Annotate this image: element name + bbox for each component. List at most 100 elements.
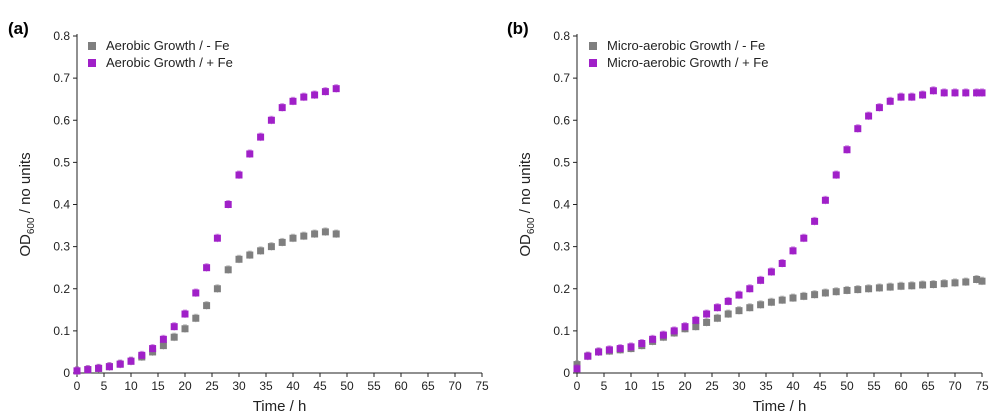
y-tick-label: 0.8 xyxy=(553,29,570,43)
x-tick-label: 70 xyxy=(448,379,462,393)
data-point xyxy=(832,171,840,179)
data-point xyxy=(181,325,189,333)
y-tick-label: 0.7 xyxy=(553,71,570,85)
data-point xyxy=(595,348,603,356)
data-point xyxy=(978,277,986,285)
y-tick-label: 0.1 xyxy=(53,324,70,338)
y-tick-label: 0.5 xyxy=(53,155,70,169)
data-point xyxy=(192,289,200,297)
data-point xyxy=(213,234,221,242)
data-point xyxy=(116,360,124,368)
legend-marker xyxy=(589,59,597,67)
data-point xyxy=(321,228,329,236)
data-point xyxy=(875,104,883,112)
y-axis-title-main: OD xyxy=(17,234,34,257)
y-tick-label: 0.2 xyxy=(53,282,70,296)
data-point xyxy=(951,89,959,97)
data-point xyxy=(573,361,581,369)
y-tick-label: 0.6 xyxy=(553,113,570,127)
data-point xyxy=(897,93,905,101)
data-point xyxy=(267,243,275,251)
data-point xyxy=(627,343,635,351)
y-axis-title: OD600 / no units xyxy=(17,152,37,256)
y-tick-label: 0.1 xyxy=(553,324,570,338)
x-tick-label: 75 xyxy=(975,379,989,393)
x-tick-label: 0 xyxy=(574,379,581,393)
data-point xyxy=(713,304,721,312)
data-point xyxy=(757,276,765,284)
legend-marker xyxy=(589,42,597,50)
data-point xyxy=(213,285,221,293)
x-axis-title: Time / h xyxy=(253,398,307,415)
x-tick-label: 20 xyxy=(678,379,692,393)
x-tick-label: 70 xyxy=(948,379,962,393)
data-point xyxy=(246,150,254,158)
data-point xyxy=(724,310,732,318)
y-tick-label: 0.2 xyxy=(553,282,570,296)
data-point xyxy=(289,97,297,105)
data-point xyxy=(605,346,613,354)
data-point xyxy=(289,234,297,242)
series-1 xyxy=(573,86,986,373)
chart-panel-b: (b) 0 5 10 15 20 25 30 35 40 45 50 55 60 65 70 75 0 0.1 0.2… xyxy=(507,19,989,415)
data-point xyxy=(138,351,146,359)
x-tick-label: 60 xyxy=(394,379,408,393)
x-tick-label: 35 xyxy=(759,379,773,393)
x-tick-label: 10 xyxy=(124,379,138,393)
data-point xyxy=(127,357,135,365)
data-point xyxy=(703,318,711,326)
data-point xyxy=(246,251,254,259)
data-point xyxy=(821,289,829,297)
data-point xyxy=(919,91,927,99)
data-point xyxy=(724,297,732,305)
data-point xyxy=(692,316,700,324)
data-point xyxy=(638,340,646,348)
series-1 xyxy=(73,84,340,375)
y-axis-title-subscript: 600 xyxy=(26,217,37,234)
data-point xyxy=(659,331,667,339)
data-point xyxy=(767,268,775,276)
data-point xyxy=(832,288,840,296)
data-point xyxy=(584,352,592,360)
legend-label: Aerobic Growth / - Fe xyxy=(106,38,230,53)
data-point xyxy=(886,97,894,105)
data-point xyxy=(181,310,189,318)
series-0 xyxy=(573,274,986,369)
x-axis-title: Time / h xyxy=(753,398,807,415)
legend-label: Micro-aerobic Growth / + Fe xyxy=(607,55,768,70)
data-point xyxy=(929,281,937,289)
data-point xyxy=(311,230,319,238)
data-point xyxy=(311,91,319,99)
data-point xyxy=(919,281,927,289)
data-point xyxy=(854,125,862,133)
x-tick-label: 65 xyxy=(921,379,935,393)
data-point xyxy=(267,116,275,124)
x-tick-label: 30 xyxy=(232,379,246,393)
data-point xyxy=(811,217,819,225)
data-point xyxy=(170,323,178,331)
y-tick-label: 0.6 xyxy=(53,113,70,127)
data-point xyxy=(897,282,905,290)
y-tick-label: 0 xyxy=(563,366,570,380)
data-point xyxy=(757,301,765,309)
data-point xyxy=(800,292,808,300)
data-point xyxy=(843,286,851,294)
y-axis-title-subscript: 600 xyxy=(526,217,537,234)
data-point xyxy=(778,259,786,267)
data-point xyxy=(713,314,721,322)
data-point xyxy=(703,310,711,318)
data-point xyxy=(332,85,340,93)
data-point xyxy=(84,366,92,374)
y-tick-label: 0.3 xyxy=(553,240,570,254)
data-point xyxy=(800,234,808,242)
x-tick-label: 75 xyxy=(475,379,489,393)
x-tick-label: 30 xyxy=(732,379,746,393)
data-point xyxy=(278,104,286,112)
data-point xyxy=(105,363,113,371)
x-tick-label: 50 xyxy=(340,379,354,393)
data-point xyxy=(940,89,948,97)
data-point xyxy=(235,255,243,263)
y-tick-label: 0.4 xyxy=(53,198,70,212)
x-tick-label: 10 xyxy=(624,379,638,393)
